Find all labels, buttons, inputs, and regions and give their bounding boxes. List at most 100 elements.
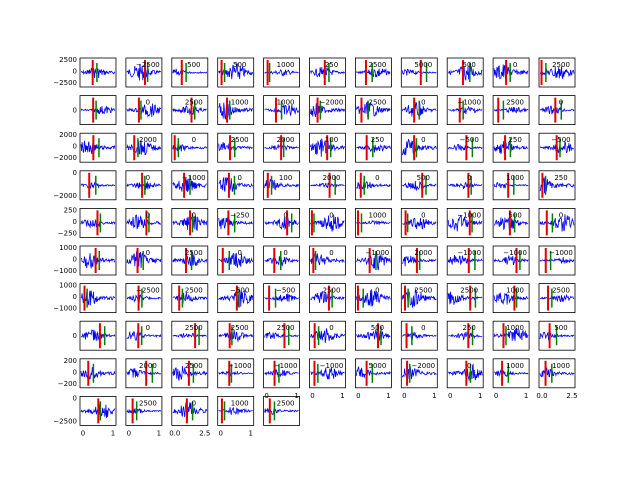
subplot-frame xyxy=(538,132,576,163)
ytick-label: −2500 xyxy=(53,79,77,87)
signal-trace xyxy=(264,178,299,191)
signal-trace xyxy=(401,139,437,156)
signal-trace xyxy=(218,176,254,192)
ytick-label: 500 xyxy=(463,61,476,69)
ytick-label: 0 xyxy=(375,287,379,295)
ytick-label: 2500 xyxy=(139,399,157,407)
ytick-label: 0 xyxy=(73,107,77,115)
signal-trace xyxy=(172,332,207,339)
subplot-frame xyxy=(446,132,484,163)
ytick-label: 0 xyxy=(192,136,196,144)
signal-trace xyxy=(264,369,299,378)
subplot-frame xyxy=(309,358,346,389)
subplot-frame xyxy=(400,132,438,163)
subplot-frame xyxy=(125,283,163,314)
subplot-frame xyxy=(79,320,117,351)
subplot-frame xyxy=(446,170,484,201)
subplot-frame xyxy=(263,395,301,426)
subplot-frame xyxy=(446,57,484,88)
ytick-label: 1000 xyxy=(231,99,249,107)
ytick-label: 1000 xyxy=(506,324,524,332)
subplot-frame xyxy=(171,283,209,314)
subplot-frame xyxy=(263,283,301,314)
ytick-label: 1000 xyxy=(59,282,77,290)
signal-trace xyxy=(356,180,391,190)
subplot-frame xyxy=(400,95,438,125)
signal-trace xyxy=(172,105,207,116)
signal-trace xyxy=(310,103,345,118)
signal-trace xyxy=(218,101,254,120)
ytick-label: 0 xyxy=(73,169,77,177)
ytick-label: −2000 xyxy=(320,99,344,107)
subplot-frame xyxy=(125,95,163,125)
ytick-label: 1000 xyxy=(59,244,77,252)
ytick-label: 0 xyxy=(421,99,425,107)
ytick-label: 500 xyxy=(187,61,200,69)
xtick-label: 0 xyxy=(310,392,314,400)
subplot-frame xyxy=(492,245,530,276)
subplot-frame xyxy=(79,132,117,163)
signal-trace xyxy=(494,369,529,377)
signal-trace xyxy=(310,328,345,343)
ytick-label: 0 xyxy=(146,174,150,182)
xtick-label: 0 xyxy=(127,429,131,437)
signal-trace xyxy=(126,367,162,378)
ytick-label: 0 xyxy=(73,68,77,76)
subplot-frame xyxy=(171,358,209,389)
ytick-label: 250 xyxy=(508,136,521,144)
ytick-label: 1000 xyxy=(506,174,524,182)
ytick-label: −250 xyxy=(230,211,249,219)
xtick-label: 1 xyxy=(294,392,298,400)
subplot-frame xyxy=(217,395,255,426)
signal-trace xyxy=(447,143,483,152)
subplot-frame xyxy=(354,170,392,201)
xtick-label: 0 xyxy=(356,392,360,400)
subplot-frame xyxy=(446,95,484,125)
ytick-label: 2500 xyxy=(414,287,432,295)
subplot-frame xyxy=(217,95,255,125)
ytick-label: −1000 xyxy=(457,99,481,107)
signal-trace xyxy=(493,63,529,80)
ytick-label: 2500 xyxy=(185,324,203,332)
signal-trace xyxy=(218,252,254,268)
ytick-label: 500 xyxy=(554,324,567,332)
subplot-frame xyxy=(125,207,163,238)
signal-trace xyxy=(218,370,253,377)
ytick-label: 0 xyxy=(73,394,77,402)
ytick-label: 0 xyxy=(375,174,379,182)
signal-trace xyxy=(356,328,391,342)
subplot-frame xyxy=(79,395,117,426)
subplot-frame xyxy=(309,320,346,351)
xtick-label: 0 xyxy=(402,392,406,400)
ytick-label: 0 xyxy=(283,211,287,219)
subplot-frame xyxy=(400,358,438,389)
ytick-label: 2500 xyxy=(460,287,478,295)
ytick-label: 1000 xyxy=(506,362,524,370)
xtick-label: 1 xyxy=(248,429,252,437)
ytick-label: 250 xyxy=(64,206,77,214)
subplot-frame xyxy=(354,245,392,276)
subplot-frame xyxy=(171,395,209,426)
subplot-frame xyxy=(125,395,163,426)
subplot-frame xyxy=(492,132,530,163)
ytick-label: 2500 xyxy=(59,56,77,64)
signal-trace xyxy=(126,140,162,156)
xtick-label: 1 xyxy=(478,392,482,400)
ytick-label: 100 xyxy=(325,136,338,144)
subplot-frame xyxy=(309,207,346,238)
subplot-frame xyxy=(171,57,209,88)
signal-trace xyxy=(126,103,162,118)
signal-trace xyxy=(126,181,162,191)
subplot-frame xyxy=(538,207,576,238)
ytick-label: 0 xyxy=(467,174,471,182)
subplot-frame xyxy=(492,283,530,314)
subplot-frame xyxy=(446,207,484,238)
subplot-frame xyxy=(125,57,163,88)
signal-trace xyxy=(493,255,529,266)
subplot-frame xyxy=(492,57,530,88)
subplot-frame xyxy=(171,320,209,351)
ytick-label: 0 xyxy=(237,249,241,257)
signal-trace xyxy=(493,182,529,189)
ytick-label: 0 xyxy=(559,99,563,107)
ytick-label: 0 xyxy=(329,211,333,219)
